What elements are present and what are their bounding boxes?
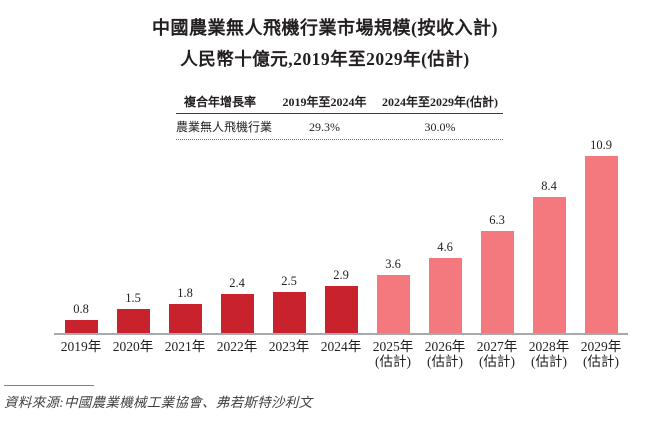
tick-year: 2020年 — [112, 339, 154, 354]
bar-estimated — [532, 197, 566, 333]
tick-year: 2028年 — [528, 339, 570, 354]
bar-column: 0.8 — [55, 302, 107, 333]
bar-value-label: 10.9 — [590, 138, 612, 152]
bar-estimated — [428, 258, 462, 333]
source-note: 資料來源:中國農業機械工業協會、弗若斯特沙利文 — [4, 395, 313, 410]
x-axis-tick-label: 2027年 (估計) — [471, 339, 523, 369]
bar-value-label: 3.6 — [385, 257, 401, 271]
bar-value-label: 8.4 — [541, 179, 557, 193]
source-divider — [4, 385, 94, 386]
x-axis-tick-label: 2024年 — [315, 339, 367, 369]
bar-value-label: 2.9 — [333, 268, 349, 282]
cagr-value-period1: 29.3% — [309, 120, 340, 134]
tick-year: 2022年 — [216, 339, 258, 354]
x-labels-row: 2019年 2020年 2021年 2022年 2023年 2024年 2025年 (估計) 2… — [54, 339, 628, 369]
bar-actual — [168, 304, 202, 333]
cagr-data-row: 農業無人飛機行業 29.3% 30.0% — [176, 114, 503, 140]
chart-title: 中國農業無人飛機行業市場規模(按收入計) — [152, 18, 498, 38]
x-axis-tick-label: 2028年 (估計) — [523, 339, 575, 369]
tick-year: 2023年 — [268, 339, 310, 354]
bar-estimated — [480, 231, 514, 333]
bar-actual — [116, 309, 150, 333]
x-axis-line — [54, 333, 628, 335]
bar-value-label: 6.3 — [489, 213, 505, 227]
tick-year: 2024年 — [320, 339, 362, 354]
bar-column: 6.3 — [471, 213, 523, 333]
tick-estimate-note: (估計) — [479, 354, 515, 369]
bar-value-label: 2.4 — [229, 276, 245, 290]
tick-year: 2029年 — [580, 339, 622, 354]
cagr-header-period2: 2024年至2029年(估計) — [382, 95, 498, 109]
bar-value-label: 2.5 — [281, 274, 297, 288]
bar-actual — [220, 294, 254, 333]
bar-column: 1.5 — [107, 291, 159, 333]
bar-estimated — [376, 275, 410, 333]
cagr-header-metric: 複合年增長率 — [184, 95, 257, 109]
bar-value-label: 1.5 — [125, 291, 141, 305]
tick-year: 2019年 — [60, 339, 102, 354]
bars-row: 0.8 1.5 1.8 2.4 2.5 2.9 3.6 4.6 6.3 8.4 10.9 — [54, 138, 628, 333]
bar-estimated — [584, 156, 618, 333]
cagr-value-period2: 30.0% — [424, 120, 456, 134]
bar-value-label: 4.6 — [437, 240, 453, 254]
bar-column: 2.9 — [315, 268, 367, 333]
x-axis-tick-label: 2021年 — [159, 339, 211, 369]
bar-column: 2.5 — [263, 274, 315, 333]
cagr-header-row: 複合年增長率 2019年至2024年 2024年至2029年(估計) — [176, 93, 503, 114]
tick-estimate-note: (估計) — [427, 354, 463, 369]
tick-year: 2021年 — [164, 339, 206, 354]
x-axis-tick-label: 2019年 — [55, 339, 107, 369]
tick-estimate-note: (估計) — [583, 354, 619, 369]
bar-column: 3.6 — [367, 257, 419, 333]
x-axis-tick-label: 2029年 (估計) — [575, 339, 627, 369]
bar-column: 4.6 — [419, 240, 471, 333]
cagr-table: 複合年增長率 2019年至2024年 2024年至2029年(估計) 農業無人飛… — [176, 93, 503, 140]
x-axis-tick-label: 2020年 — [107, 339, 159, 369]
tick-year: 2026年 — [424, 339, 466, 354]
bar-column: 1.8 — [159, 286, 211, 333]
chart-subtitle: 人民幣十億元,2019年至2029年(估計) — [180, 49, 470, 69]
tick-year: 2025年 — [372, 339, 414, 354]
x-axis-tick-label: 2023年 — [263, 339, 315, 369]
bar-column: 8.4 — [523, 179, 575, 333]
bar-actual — [272, 292, 306, 333]
bar-actual — [64, 320, 98, 333]
bar-column: 10.9 — [575, 138, 627, 333]
tick-estimate-note: (估計) — [531, 354, 567, 369]
tick-estimate-note: (估計) — [375, 354, 411, 369]
bar-actual — [324, 286, 358, 333]
x-axis-tick-label: 2022年 — [211, 339, 263, 369]
bar-value-label: 1.8 — [177, 286, 193, 300]
x-axis-tick-label: 2026年 (估計) — [419, 339, 471, 369]
x-axis-tick-label: 2025年 (估計) — [367, 339, 419, 369]
bar-chart: 0.8 1.5 1.8 2.4 2.5 2.9 3.6 4.6 6.3 8.4 10.9 2019年… — [54, 138, 628, 369]
cagr-row-label: 農業無人飛機行業 — [176, 120, 273, 134]
bar-value-label: 0.8 — [73, 302, 89, 316]
bar-column: 2.4 — [211, 276, 263, 333]
tick-year: 2027年 — [476, 339, 518, 354]
cagr-header-period1: 2019年至2024年 — [282, 95, 367, 109]
